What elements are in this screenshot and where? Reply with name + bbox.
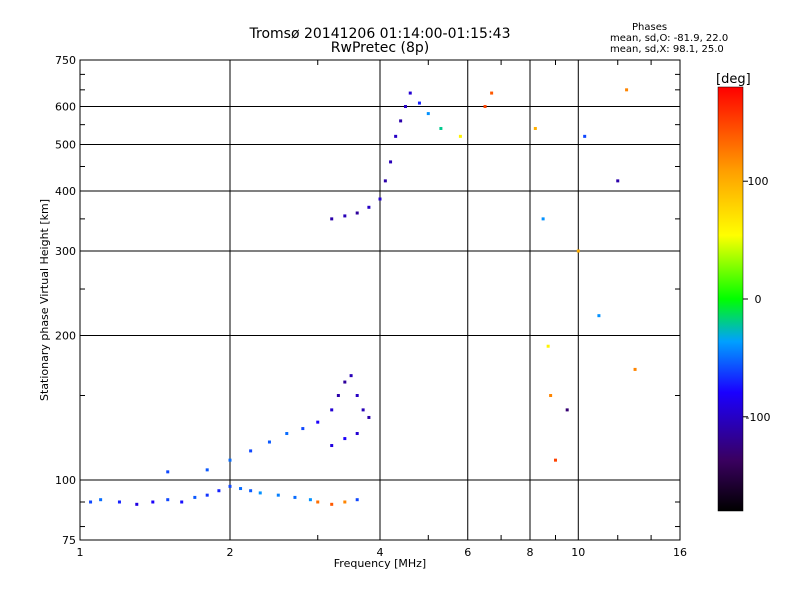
phases-x-line: mean, sd,X: 98.1, 25.0 xyxy=(610,44,724,55)
phases-heading: Phases xyxy=(632,22,668,33)
data-point xyxy=(408,91,412,95)
data-point xyxy=(343,214,347,218)
data-point xyxy=(228,484,232,488)
data-point xyxy=(533,126,537,130)
y-tick-label: 500 xyxy=(55,139,76,152)
data-point xyxy=(99,498,103,502)
data-point xyxy=(330,408,334,412)
y-tick-label: 600 xyxy=(55,101,76,114)
data-point xyxy=(490,91,494,95)
data-point xyxy=(193,495,197,499)
data-point xyxy=(355,394,359,398)
data-point xyxy=(151,500,155,504)
y-tick-label: 750 xyxy=(55,54,76,67)
data-point xyxy=(330,217,334,221)
x-tick-label: 10 xyxy=(571,546,585,559)
data-point xyxy=(389,160,393,164)
data-point xyxy=(336,394,340,398)
data-point xyxy=(205,493,209,497)
y-tick-label: 100 xyxy=(55,474,76,487)
x-tick-label: 6 xyxy=(464,546,471,559)
phases-o-line: mean, sd,O: -81.9, 22.0 xyxy=(610,33,729,44)
data-point xyxy=(285,432,289,436)
x-tick-label: 16 xyxy=(673,546,687,559)
data-point xyxy=(633,367,637,371)
data-point xyxy=(367,415,371,419)
data-point xyxy=(343,380,347,384)
data-point xyxy=(355,498,359,502)
plot-frame xyxy=(79,59,681,541)
data-point xyxy=(403,105,407,109)
colorbar-tick-label: 0 xyxy=(755,293,762,306)
chart-subtitle: RwPretec (8p) xyxy=(330,40,430,56)
data-point xyxy=(565,408,569,412)
data-point xyxy=(439,126,443,130)
data-point xyxy=(616,179,620,183)
chart-title: Tromsø 20141206 01:14:00-01:15:43 xyxy=(249,26,511,42)
data-point xyxy=(541,217,545,221)
data-point xyxy=(330,444,334,448)
data-point xyxy=(417,101,421,105)
data-point xyxy=(316,420,320,424)
y-axis-label: Stationary phase Virtual Height [km] xyxy=(38,199,51,401)
data-point xyxy=(426,112,430,116)
data-point xyxy=(205,468,209,472)
data-point xyxy=(89,500,93,504)
data-point xyxy=(316,500,320,504)
data-point xyxy=(553,458,557,462)
data-point xyxy=(301,427,305,431)
data-point xyxy=(361,408,365,412)
colorbar-tick-label: 100 xyxy=(748,175,769,188)
data-point xyxy=(308,498,312,502)
data-point xyxy=(355,432,359,436)
data-point xyxy=(576,249,580,253)
data-point xyxy=(249,449,253,453)
data-point xyxy=(394,134,398,138)
data-point xyxy=(249,489,253,493)
data-point xyxy=(166,470,170,474)
colorbar-unit: [deg] xyxy=(716,72,751,87)
data-point xyxy=(625,88,629,92)
data-point xyxy=(330,502,334,506)
y-tick-label: 75 xyxy=(62,534,76,547)
data-point xyxy=(367,205,371,209)
data-point xyxy=(597,314,601,318)
x-axis-label: Frequency [MHz] xyxy=(334,557,426,570)
data-point xyxy=(355,211,359,215)
y-tick-label: 400 xyxy=(55,185,76,198)
data-point xyxy=(180,500,184,504)
colorbar xyxy=(717,86,744,512)
data-point xyxy=(383,179,387,183)
x-tick-label: 1 xyxy=(77,546,84,559)
data-point xyxy=(458,134,462,138)
data-point xyxy=(228,458,232,462)
data-point xyxy=(217,489,221,493)
y-tick-label: 300 xyxy=(55,245,76,258)
colorbar-tick-label: -100 xyxy=(746,411,771,424)
data-point xyxy=(267,440,271,444)
data-point xyxy=(135,502,139,506)
data-point xyxy=(343,437,347,441)
x-tick-label: 2 xyxy=(227,546,234,559)
data-point xyxy=(276,493,280,497)
data-point xyxy=(349,374,353,378)
data-point xyxy=(546,344,550,348)
x-tick-label: 4 xyxy=(377,546,384,559)
y-tick-label: 200 xyxy=(55,330,76,343)
data-point xyxy=(378,197,382,201)
data-point xyxy=(399,119,403,123)
data-point xyxy=(239,487,243,491)
data-point xyxy=(343,500,347,504)
data-point xyxy=(583,134,587,138)
data-point xyxy=(258,491,262,495)
data-point xyxy=(483,105,487,109)
data-point xyxy=(117,500,121,504)
data-point xyxy=(293,495,297,499)
data-point xyxy=(166,498,170,502)
x-tick-label: 8 xyxy=(527,546,534,559)
data-point xyxy=(549,394,553,398)
